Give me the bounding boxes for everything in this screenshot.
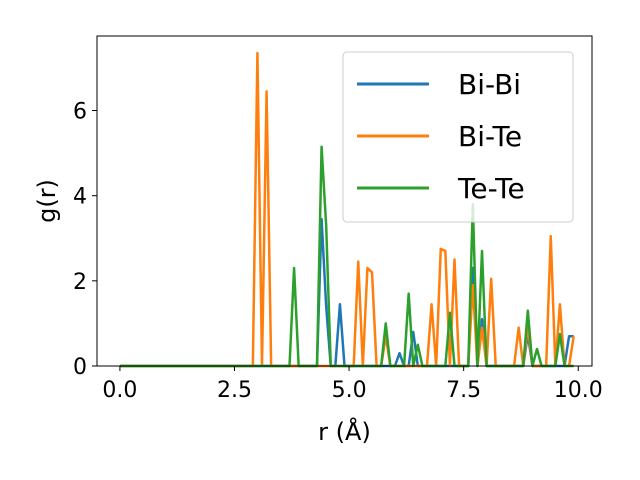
series-line-te-te [119,145,574,368]
x-tick-label: 10.0 [554,378,603,403]
y-tick-label: 0 [73,355,87,380]
y-tick-label: 2 [73,270,87,295]
x-axis-label: r (Å) [318,417,371,446]
legend-label-bi-bi: Bi-Bi [458,68,521,101]
legend-items: Bi-Bi Bi-Te Te-Te [357,68,525,205]
x-tick-label: 2.5 [217,378,252,403]
legend-label-te-te: Te-Te [457,172,525,205]
x-tick-label: 7.5 [446,378,481,403]
x-tick-label: 5.0 [332,378,367,403]
ticks-layer: 0.0 2.5 5.0 7.5 10.0 0 2 4 6 [73,100,603,403]
y-tick-label: 4 [73,185,87,210]
y-axis-label: g(r) [33,179,61,223]
legend: Bi-Bi Bi-Te Te-Te [342,51,574,223]
y-tick-label: 6 [73,100,87,125]
legend-box [342,51,574,223]
x-tick-label: 0.0 [102,378,137,403]
legend-label-bi-te: Bi-Te [458,120,522,153]
axes-frame [96,35,593,367]
